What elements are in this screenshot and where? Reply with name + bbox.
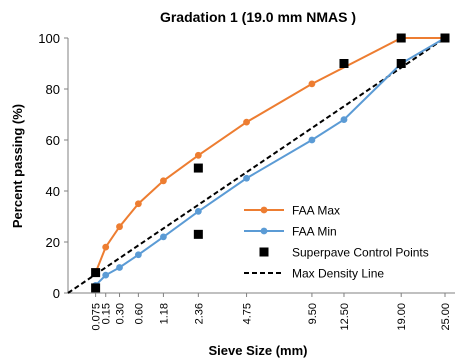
legend-label: FAA Max	[292, 204, 340, 218]
x-axis-title: Sieve Size (mm)	[209, 343, 308, 358]
faa-min-point	[194, 208, 202, 215]
x-tick-label: 19.00	[396, 303, 408, 331]
axes	[67, 38, 455, 294]
x-tick-label: 0.30	[115, 303, 127, 324]
superpave-control-points-point	[91, 283, 101, 293]
chart-title: Gradation 1 (19.0 mm NMAS )	[160, 9, 356, 25]
superpave-control-points-point	[339, 59, 349, 68]
y-tick-label: 40	[46, 184, 60, 199]
y-tick-label: 20	[46, 235, 60, 250]
superpave-control-points-point	[396, 33, 406, 43]
x-tick-label: 2.36	[193, 303, 205, 324]
faa-max-line	[94, 37, 445, 273]
faa-min-point	[134, 251, 142, 259]
legend-swatch-marker	[259, 247, 269, 257]
superpave-control-points-point	[396, 59, 406, 68]
faa-min-point	[160, 233, 167, 241]
faa-max-point	[194, 151, 202, 159]
faa-max-point	[134, 200, 142, 208]
superpave-control-points-point	[91, 268, 101, 278]
superpave-control-points-point	[193, 163, 203, 173]
y-tick-label: 60	[46, 133, 60, 148]
legend-item-superpave-control-points: Superpave Control Points	[259, 246, 429, 260]
legend-item-max-density-line: Max Density Line	[244, 267, 384, 281]
faa-min-point	[116, 264, 123, 271]
x-tick-label: 25.00	[440, 303, 452, 331]
faa-max-point	[102, 243, 110, 251]
y-tick-label: 100	[38, 31, 60, 46]
x-tick-label: 9.50	[307, 303, 319, 324]
superpave-control-points-point	[440, 33, 450, 43]
y-tick-label: 0	[53, 286, 60, 301]
plot-area	[67, 33, 450, 294]
x-tick-label: 0.15	[101, 303, 113, 324]
x-tick-label: 4.75	[242, 303, 254, 324]
legend: FAA Max FAA Min Superpave Control Points Ma…	[244, 204, 429, 281]
legend-swatch-marker	[260, 227, 268, 235]
legend-item-faa-min: FAA Min	[244, 225, 337, 239]
x-tick-label: 12.50	[339, 303, 351, 331]
legend-swatch-marker	[260, 206, 268, 214]
faa-min-point	[102, 271, 110, 279]
faa-min-point	[340, 116, 348, 123]
faa-max-point	[308, 80, 316, 88]
max-density-line-line	[67, 37, 446, 294]
legend-label: Max Density Line	[292, 267, 384, 281]
x-tick-label: 1.18	[158, 303, 170, 324]
x-tick-label: 0.60	[133, 303, 145, 324]
superpave-control-points-point	[193, 229, 203, 239]
y-tick-label: 80	[46, 82, 60, 97]
y-ticks: 0 20 40 60 80 100	[38, 31, 68, 301]
legend-label: FAA Min	[292, 225, 337, 239]
faa-min-point	[308, 136, 316, 144]
legend-label: Superpave Control Points	[292, 246, 429, 260]
legend-item-faa-max: FAA Max	[244, 204, 340, 218]
faa-max-point	[160, 177, 167, 185]
faa-max-point	[116, 223, 123, 231]
y-axis-title: Percent passing (%)	[10, 104, 25, 228]
faa-max-point	[243, 118, 250, 126]
faa-min-point	[243, 174, 250, 182]
x-tick-label: 0.075	[91, 303, 103, 331]
